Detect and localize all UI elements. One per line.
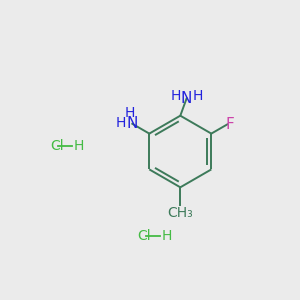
Text: H: H [74,139,84,153]
Text: N: N [127,116,138,131]
Text: Cl: Cl [50,139,63,153]
Text: N: N [181,91,192,106]
Text: H: H [193,89,203,103]
Text: H: H [162,229,172,243]
Text: CH₃: CH₃ [167,206,193,220]
Text: Cl: Cl [138,229,151,243]
Text: H: H [116,116,126,130]
Text: H: H [170,89,181,103]
Text: F: F [226,117,235,132]
Text: H: H [125,106,135,120]
